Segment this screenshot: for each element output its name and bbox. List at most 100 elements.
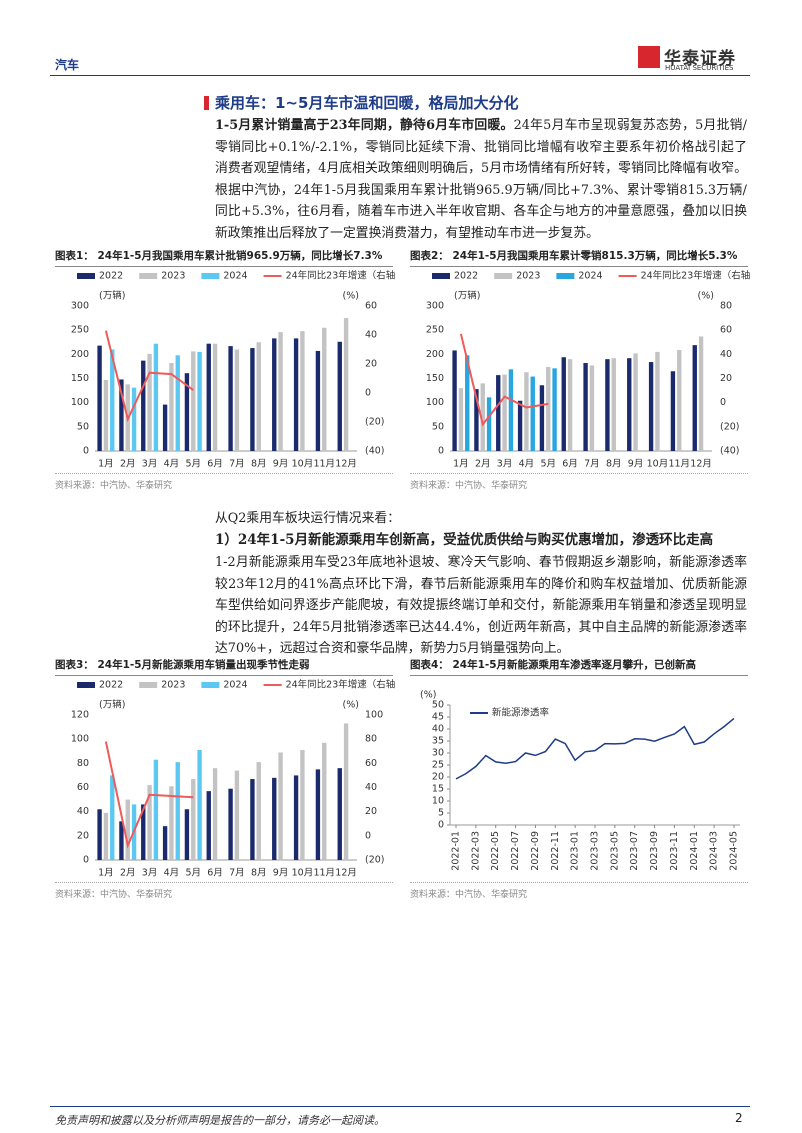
bar xyxy=(546,366,551,451)
figure-no: 图表1： xyxy=(55,250,94,262)
figure-text: 24年1-5月我国乘用车累计零销815.3万辆，同比增长5.3% xyxy=(452,250,738,262)
y2-tick-label: 60 xyxy=(720,325,732,336)
source: 资料来源：中汽协、华泰研究 xyxy=(55,882,393,900)
y2-tick-label: 100 xyxy=(365,710,383,721)
bar xyxy=(197,750,202,860)
y2-unit: (%) xyxy=(698,291,714,302)
bar xyxy=(692,345,697,451)
line xyxy=(459,333,549,427)
y-tick-label: 150 xyxy=(71,373,89,384)
x-tick-label: 1月 xyxy=(453,459,469,470)
section-title: 乘用车：1~5月车市温和回暖，格局加大分化 xyxy=(215,94,519,112)
y2-tick-label: 20 xyxy=(720,373,732,384)
chart: 0 50 100 150 200 250 300 (40) (20) 0 20 40 60 80 (万辆) (… xyxy=(426,270,750,470)
footer-rule xyxy=(50,1106,750,1107)
legend-label: 24年同比23年增速（右轴） xyxy=(286,270,395,282)
chart: 0 20 40 60 80 100 120 (20) 0 20 40 60 80 100 (万辆) (%) 20… xyxy=(71,679,395,879)
x-tick-label: 12月 xyxy=(335,868,357,879)
bar xyxy=(452,350,457,451)
source: 资料来源：中汽协、华泰研究 xyxy=(410,473,748,491)
x-tick-label: 2024-05 xyxy=(729,831,740,871)
bar xyxy=(517,400,523,451)
bar xyxy=(110,349,115,451)
bar xyxy=(337,768,342,860)
bar xyxy=(212,343,218,451)
y-tick-label: 300 xyxy=(426,301,444,312)
y-tick-label: 0 xyxy=(438,820,444,831)
y-tick-label: 25 xyxy=(432,760,444,771)
bar xyxy=(567,359,573,451)
bar xyxy=(343,318,349,451)
x-tick-label: 2022-01 xyxy=(451,831,462,871)
x-tick-label: 2023-01 xyxy=(570,831,581,871)
y-tick-label: 35 xyxy=(432,736,444,747)
text: 24年5月车市呈现弱复苏态势，5月批销/零销同比+0.1%/-2.1%，零销同比… xyxy=(215,118,747,241)
x-tick-label: 2022-11 xyxy=(550,831,561,871)
figure-text: 24年1-5月新能源乘用车渗透率逐月攀升，已创新高 xyxy=(452,659,697,671)
bar xyxy=(103,379,109,451)
y-tick-label: 150 xyxy=(426,373,444,384)
bar xyxy=(184,809,190,860)
legend-label: 2024 xyxy=(223,680,247,691)
x-tick-label: 10月 xyxy=(647,459,669,470)
bar xyxy=(502,374,507,451)
x-tick-label: 2023-05 xyxy=(609,831,620,871)
x-tick-label: 7月 xyxy=(229,868,245,879)
bar xyxy=(698,336,704,451)
bar xyxy=(119,821,124,860)
logo-name: 华泰证券 xyxy=(664,49,736,69)
y2-tick-label: 20 xyxy=(365,806,377,817)
y2-unit: (%) xyxy=(343,291,359,302)
bar xyxy=(212,768,218,860)
bar xyxy=(228,788,233,860)
y-tick-label: 300 xyxy=(71,301,89,312)
x-tick-label: 1月 xyxy=(98,868,114,879)
bar xyxy=(315,350,321,451)
bar xyxy=(474,389,479,451)
bar xyxy=(655,351,660,451)
line xyxy=(104,741,194,849)
bar xyxy=(125,799,130,860)
legend-label: 2024 xyxy=(223,271,247,282)
line xyxy=(104,330,194,423)
bar xyxy=(648,362,654,451)
legend-label: 24年同比23年增速（右轴） xyxy=(286,679,395,691)
y-tick-label: 50 xyxy=(432,421,444,432)
figure-text: 24年1-5月新能源乘用车销量出现季节性走弱 xyxy=(97,659,310,671)
bar xyxy=(256,342,261,451)
bar xyxy=(153,759,159,860)
bar xyxy=(97,809,102,860)
bar xyxy=(300,331,305,451)
x-tick-label: 4月 xyxy=(164,868,180,879)
legend-swatch xyxy=(77,682,95,688)
y-tick-label: 80 xyxy=(77,758,89,769)
y2-tick-label: 0 xyxy=(720,397,726,408)
x-tick-label: 12月 xyxy=(690,459,712,470)
legend-label: 24年同比23年增速（右轴） xyxy=(641,270,750,282)
x-tick-label: 9月 xyxy=(273,459,289,470)
bar xyxy=(131,387,137,451)
source: 资料来源：中汽协、华泰研究 xyxy=(410,882,748,900)
x-tick-label: 2月 xyxy=(120,868,136,879)
section-label: 汽车 xyxy=(55,58,80,72)
legend-swatch xyxy=(139,682,158,688)
bar xyxy=(508,369,514,451)
bar xyxy=(458,388,464,451)
bar xyxy=(97,345,102,451)
y2-tick-label: (20) xyxy=(365,417,385,428)
bar xyxy=(256,762,261,860)
bar xyxy=(465,355,470,451)
y-tick-label: 0 xyxy=(438,446,444,457)
y2-tick-label: (20) xyxy=(720,421,740,432)
x-tick-label: 2月 xyxy=(475,459,491,470)
paragraph: 1-2月新能源乘用车受23年底地补退坡、寒冷天气影响、春节假期返乡潮影响，新能源… xyxy=(215,555,747,656)
legend-label: 2022 xyxy=(99,271,123,282)
legend-swatch xyxy=(556,273,575,279)
bar xyxy=(175,355,180,451)
figure-title: 图表1： 24年1-5月我国乘用车累计批销965.9万辆，同比增长7.3% xyxy=(55,248,393,267)
figure-no: 图表2： xyxy=(410,250,449,262)
bar xyxy=(206,791,211,860)
figure-no: 图表4： xyxy=(410,659,449,671)
x-tick-label: 8月 xyxy=(606,459,622,470)
bar xyxy=(524,372,529,451)
